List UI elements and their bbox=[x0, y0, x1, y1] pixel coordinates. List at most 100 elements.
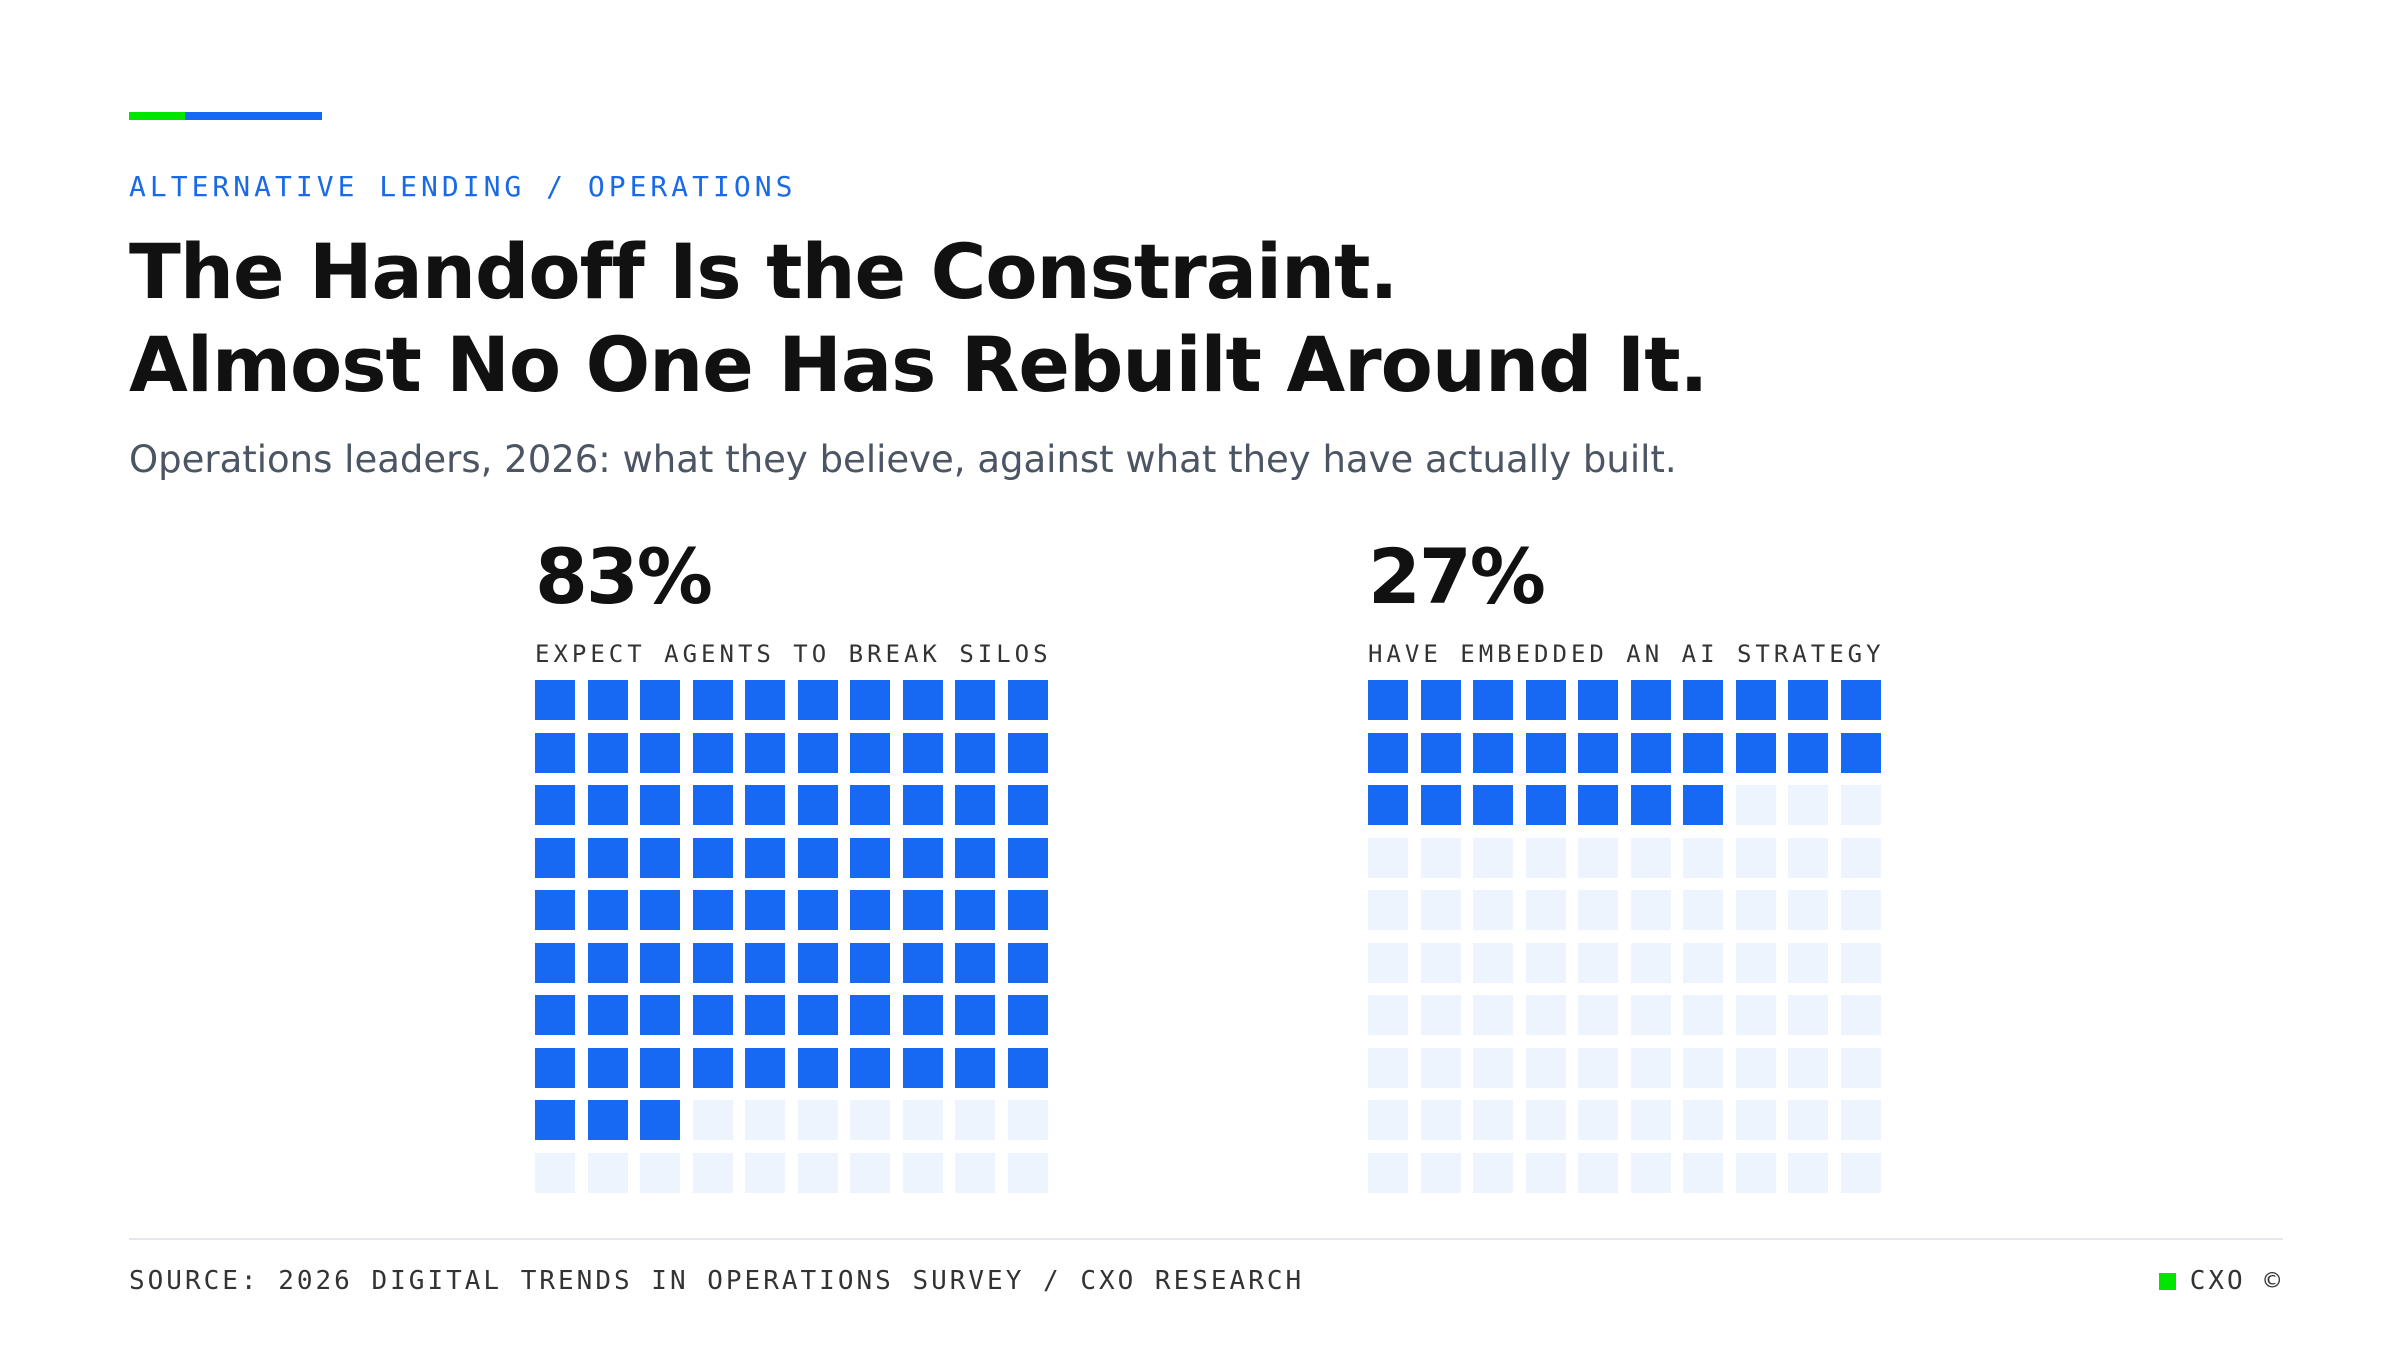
waffle-cell-filled bbox=[1735, 732, 1776, 773]
waffle-cell-empty bbox=[1630, 1100, 1671, 1140]
title-line-2: Almost No One Has Rebuilt Around It. bbox=[129, 320, 1708, 409]
waffle-cell-empty bbox=[1735, 890, 1776, 930]
page-subtitle: Operations leaders, 2026: what they beli… bbox=[129, 438, 1677, 481]
waffle-cell-filled bbox=[1368, 680, 1408, 720]
waffle-cell-filled bbox=[1525, 732, 1566, 773]
waffle-cell-empty bbox=[1735, 995, 1776, 1035]
waffle-grid bbox=[535, 680, 1050, 1195]
waffle-cell-filled bbox=[640, 890, 680, 930]
waffle-cell-empty bbox=[1788, 1100, 1828, 1140]
waffle-cell-filled bbox=[1473, 680, 1513, 720]
waffle-cell-filled bbox=[797, 995, 838, 1035]
waffle-cell-filled bbox=[692, 785, 733, 825]
eyebrow-category: ALTERNATIVE LENDING / OPERATIONS bbox=[129, 170, 797, 203]
waffle-cell-filled bbox=[797, 680, 838, 720]
waffle-cell-filled bbox=[850, 995, 890, 1035]
waffle-cell-filled bbox=[1420, 732, 1461, 773]
waffle-cell-filled bbox=[745, 785, 785, 825]
waffle-panel-embedded-strategy: 27% HAVE EMBEDDED AN AI STRATEGY bbox=[1368, 532, 1885, 1193]
waffle-cell-filled bbox=[587, 680, 628, 720]
accent-bar-blue bbox=[185, 112, 322, 120]
waffle-cell-filled bbox=[1007, 1047, 1048, 1088]
waffle-cell-filled bbox=[535, 995, 575, 1035]
waffle-cell-empty bbox=[1420, 1047, 1461, 1088]
waffle-cell-filled bbox=[745, 942, 785, 983]
waffle-cell-empty bbox=[1683, 837, 1723, 878]
waffle-cell-filled bbox=[850, 1047, 890, 1088]
waffle-cell-empty bbox=[1368, 942, 1408, 983]
waffle-cell-filled bbox=[1683, 732, 1723, 773]
waffle-cell-filled bbox=[955, 732, 995, 773]
waffle-cell-empty bbox=[850, 1100, 890, 1140]
waffle-cell-filled bbox=[587, 995, 628, 1035]
stat-label: HAVE EMBEDDED AN AI STRATEGY bbox=[1368, 640, 1885, 668]
waffle-cell-filled bbox=[640, 837, 680, 878]
stat-value: 27% bbox=[1368, 532, 1546, 621]
waffle-cell-empty bbox=[1578, 837, 1618, 878]
waffle-cell-filled bbox=[587, 942, 628, 983]
waffle-cell-filled bbox=[902, 680, 943, 720]
waffle-cell-filled bbox=[587, 732, 628, 773]
waffle-cell-filled bbox=[1578, 785, 1618, 825]
waffle-cell-empty bbox=[1630, 995, 1671, 1035]
waffle-cell-filled bbox=[535, 732, 575, 773]
waffle-cell-empty bbox=[1007, 1152, 1048, 1193]
waffle-cell-empty bbox=[1368, 1047, 1408, 1088]
waffle-cell-filled bbox=[1683, 785, 1723, 825]
waffle-cell-empty bbox=[1473, 1152, 1513, 1193]
waffle-cell-filled bbox=[640, 1100, 680, 1140]
waffle-cell-filled bbox=[850, 785, 890, 825]
waffle-cell-empty bbox=[692, 1152, 733, 1193]
waffle-cell-empty bbox=[1368, 1152, 1408, 1193]
page-title: The Handoff Is the Constraint. Almost No… bbox=[129, 225, 1708, 411]
waffle-cell-filled bbox=[850, 680, 890, 720]
waffle-cell-empty bbox=[1840, 785, 1881, 825]
waffle-cell-filled bbox=[1788, 732, 1828, 773]
waffle-cell-empty bbox=[1683, 995, 1723, 1035]
waffle-cell-empty bbox=[1630, 1152, 1671, 1193]
waffle-grid bbox=[1368, 680, 1883, 1195]
accent-bar bbox=[129, 112, 322, 120]
waffle-cell-empty bbox=[1420, 837, 1461, 878]
waffle-cell-empty bbox=[797, 1152, 838, 1193]
waffle-cell-empty bbox=[1788, 942, 1828, 983]
waffle-cell-filled bbox=[1840, 732, 1881, 773]
waffle-cell-empty bbox=[1840, 942, 1881, 983]
waffle-cell-empty bbox=[1578, 942, 1618, 983]
waffle-cell-filled bbox=[955, 837, 995, 878]
waffle-cell-filled bbox=[797, 1047, 838, 1088]
waffle-cell-filled bbox=[902, 942, 943, 983]
brand-square-icon bbox=[2158, 1272, 2176, 1290]
waffle-cell-filled bbox=[535, 1100, 575, 1140]
waffle-cell-filled bbox=[850, 942, 890, 983]
waffle-cell-filled bbox=[797, 785, 838, 825]
waffle-cell-empty bbox=[1420, 995, 1461, 1035]
waffle-cell-empty bbox=[955, 1100, 995, 1140]
waffle-cell-empty bbox=[1630, 942, 1671, 983]
waffle-cell-empty bbox=[902, 1152, 943, 1193]
waffle-cell-empty bbox=[1788, 1047, 1828, 1088]
waffle-cell-empty bbox=[1683, 942, 1723, 983]
brand-name: CXO © bbox=[2189, 1266, 2283, 1296]
waffle-cell-filled bbox=[955, 785, 995, 825]
waffle-cell-filled bbox=[1368, 732, 1408, 773]
waffle-cell-filled bbox=[850, 732, 890, 773]
waffle-cell-filled bbox=[692, 1047, 733, 1088]
waffle-cell-filled bbox=[955, 942, 995, 983]
waffle-cell-filled bbox=[535, 680, 575, 720]
waffle-cell-empty bbox=[902, 1100, 943, 1140]
waffle-cell-empty bbox=[640, 1152, 680, 1193]
waffle-cell-filled bbox=[745, 890, 785, 930]
waffle-cell-empty bbox=[1473, 995, 1513, 1035]
waffle-cell-filled bbox=[640, 942, 680, 983]
waffle-cell-filled bbox=[1420, 785, 1461, 825]
waffle-cell-filled bbox=[1007, 732, 1048, 773]
waffle-cell-empty bbox=[1473, 1047, 1513, 1088]
source-note: SOURCE: 2026 DIGITAL TRENDS IN OPERATION… bbox=[129, 1266, 1305, 1296]
waffle-cell-filled bbox=[1007, 890, 1048, 930]
waffle-cell-filled bbox=[1473, 785, 1513, 825]
waffle-cell-filled bbox=[640, 785, 680, 825]
waffle-cell-empty bbox=[1630, 890, 1671, 930]
waffle-cell-filled bbox=[745, 732, 785, 773]
waffle-cell-filled bbox=[1840, 680, 1881, 720]
